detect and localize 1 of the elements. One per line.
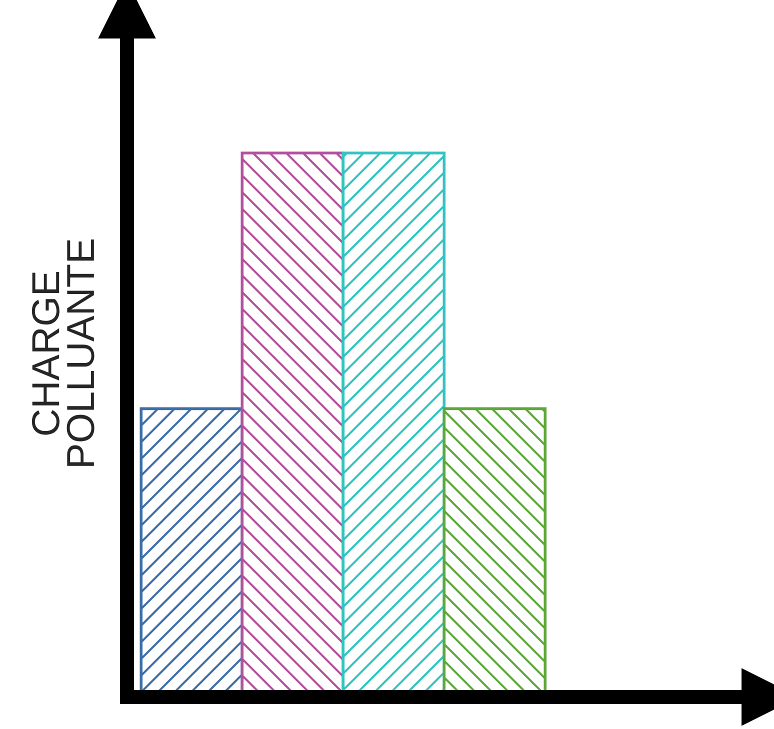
y-axis-title: CHARGE POLLUANTE <box>32 240 94 466</box>
